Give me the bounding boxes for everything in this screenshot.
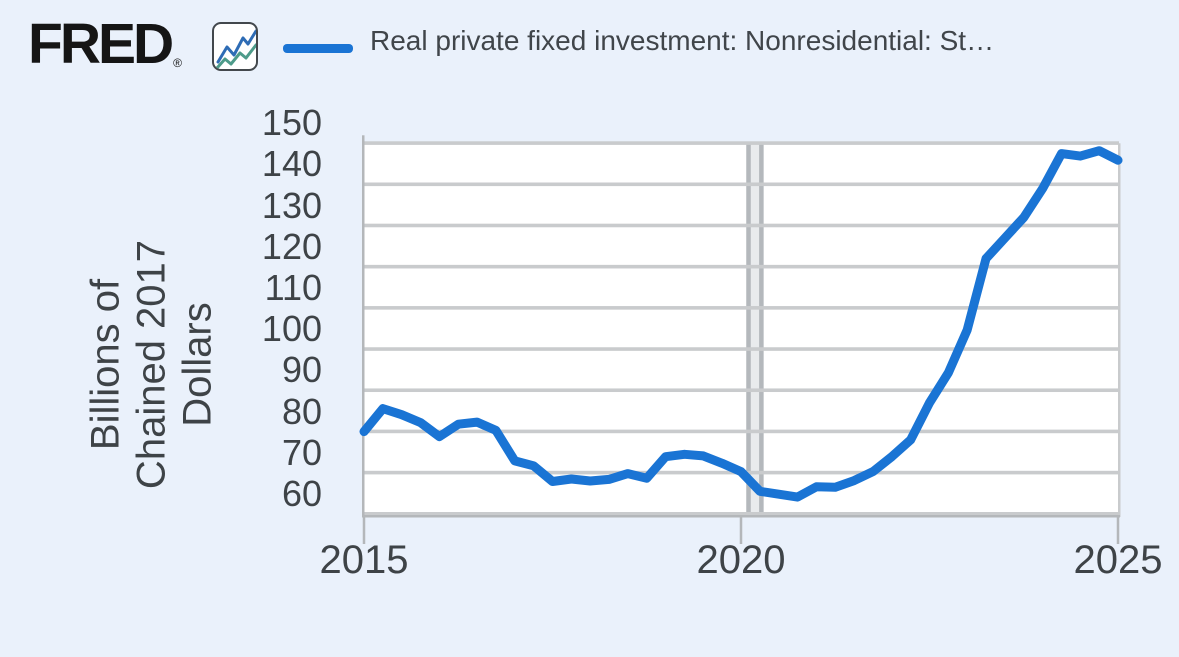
x-tickmark-2015 xyxy=(362,517,366,544)
series-title: Real private fixed investment: Nonreside… xyxy=(370,25,995,56)
y-tick-label-90: 90 xyxy=(281,349,322,391)
gridline-110 xyxy=(363,306,1119,310)
data-line[interactable] xyxy=(359,146,1123,502)
gridline-140 xyxy=(363,182,1119,187)
registered-trademark-symbol: ® xyxy=(173,56,183,70)
y-tick-label-100: 100 xyxy=(261,308,322,350)
gridline-80 xyxy=(363,429,1119,434)
y-tick-label-60: 60 xyxy=(281,473,322,514)
legend-line-swatch xyxy=(283,44,353,53)
y-tick-label-80: 80 xyxy=(281,390,322,432)
x-tickmark-2020 xyxy=(739,517,743,544)
fred-logo: FRED ® xyxy=(28,12,183,76)
y-tick-label-130: 130 xyxy=(261,184,322,226)
y-tick-label-120: 120 xyxy=(261,225,322,267)
x-tick-label-2015: 2015 xyxy=(319,538,409,582)
y-tick-label-70: 70 xyxy=(281,431,322,473)
fred-sparkline-icon xyxy=(212,22,258,71)
gridline-130 xyxy=(363,223,1119,228)
gridline-120 xyxy=(363,264,1119,269)
plot-background xyxy=(364,143,1118,515)
x-tickmark-2025 xyxy=(1116,517,1120,544)
y-tick-label-140: 140 xyxy=(261,143,322,185)
y-axis-line xyxy=(362,135,365,518)
fred-logo-text: FRED xyxy=(28,12,174,76)
x-tick-label-2020: 2020 xyxy=(696,538,786,582)
y-tick-label-150: 150 xyxy=(261,102,322,144)
y-tick-label-110: 110 xyxy=(264,267,322,309)
gridline-60 xyxy=(363,512,1119,516)
gridline-150 xyxy=(363,141,1119,145)
x-axis-line xyxy=(362,515,1120,518)
recession-band-right-edge xyxy=(759,143,764,515)
gridline-90 xyxy=(363,388,1119,393)
right-frame-line xyxy=(1118,143,1121,518)
recession-band-left-edge xyxy=(746,143,751,515)
x-tick-label-2025: 2025 xyxy=(1073,538,1163,582)
gridline-100 xyxy=(363,347,1119,351)
